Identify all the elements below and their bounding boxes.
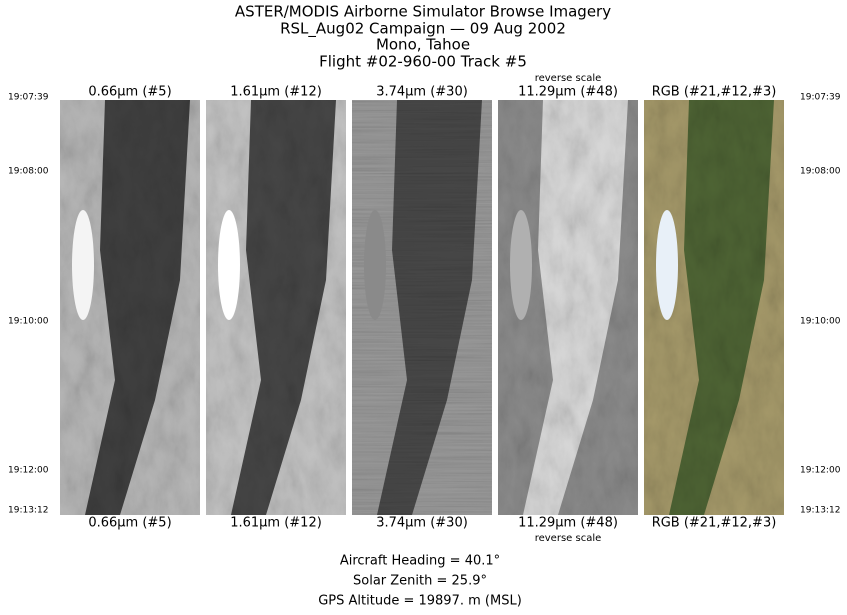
band-label-bottom: 0.66µm (#5) [88, 516, 171, 531]
lake [72, 210, 94, 320]
title-line: RSL_Aug02 Campaign — 09 Aug 2002 [280, 20, 566, 39]
note-bottom: reverse scale [535, 533, 602, 544]
band-label-bottom: 11.29µm (#48) [518, 516, 618, 531]
footer-line: GPS Altitude = 19897. m (MSL) [318, 594, 522, 609]
footer-line: Aircraft Heading = 40.1° [340, 554, 500, 569]
note-top: reverse scale [535, 73, 602, 84]
band-label-top: 0.66µm (#5) [88, 85, 171, 100]
time-label-left: 19:10:00 [8, 317, 49, 327]
band-label-bottom: RGB (#21,#12,#3) [652, 516, 777, 531]
time-label-right: 19:08:00 [800, 167, 841, 177]
footer-line: Solar Zenith = 25.9° [353, 574, 487, 589]
image-panel: 1.61µm (#12) 1.61µm (#12) [206, 85, 346, 531]
title-line: Flight #02-960-00 Track #5 [319, 53, 527, 71]
image-panel: RGB (#21,#12,#3) RGB (#21,#12,#3) [644, 85, 784, 531]
band-label-top: 3.74µm (#30) [376, 85, 468, 100]
time-label-right: 19:13:12 [800, 506, 840, 516]
title-line: Mono, Tahoe [376, 36, 470, 54]
time-label-right: 19:10:00 [800, 317, 841, 327]
time-label-right: 19:07:39 [800, 93, 841, 103]
band-label-bottom: 3.74µm (#30) [376, 516, 468, 531]
time-label-right: 19:12:00 [800, 466, 841, 476]
band-label-top: 11.29µm (#48) [518, 85, 618, 100]
time-label-left: 19:07:39 [8, 93, 49, 103]
lake [510, 210, 532, 320]
time-label-left: 19:12:00 [8, 466, 49, 476]
band-label-top: RGB (#21,#12,#3) [652, 85, 777, 100]
title-line: ASTER/MODIS Airborne Simulator Browse Im… [235, 3, 611, 21]
image-panel: 3.74µm (#30) 3.74µm (#30) [352, 85, 492, 531]
lake [218, 210, 240, 320]
band-label-bottom: 1.61µm (#12) [230, 516, 322, 531]
image-panel: 11.29µm (#48)11.29µm (#48)reverse scaler… [498, 73, 638, 544]
lake [364, 210, 386, 320]
lake [656, 210, 678, 320]
time-label-left: 19:13:12 [8, 506, 48, 516]
band-label-top: 1.61µm (#12) [230, 85, 322, 100]
time-label-left: 19:08:00 [8, 167, 49, 177]
image-panel: 0.66µm (#5) 0.66µm (#5) [60, 85, 200, 531]
